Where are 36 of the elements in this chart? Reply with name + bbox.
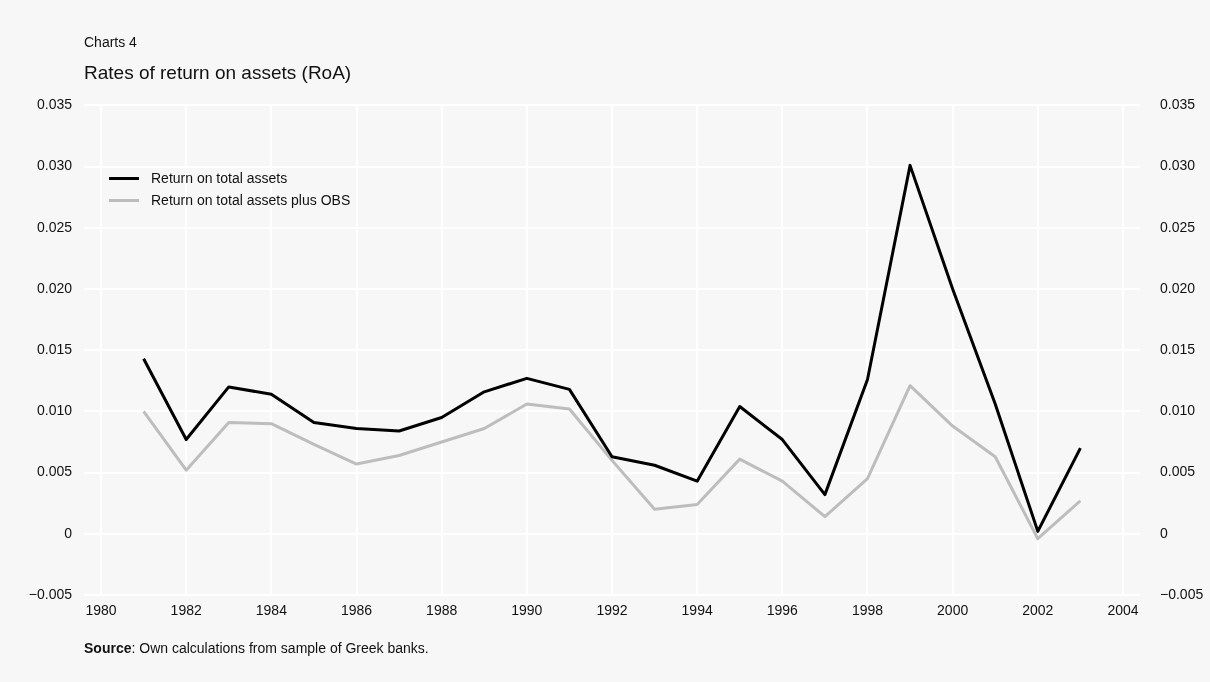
y2-tick-label: 0.025 [1160, 218, 1196, 235]
x-tick-label: 1984 [255, 602, 288, 619]
y2-tick-label: 0.010 [1160, 402, 1196, 419]
y2-tick-label: 0.005 [1160, 463, 1196, 480]
y2-tick-label: 0.035 [1160, 96, 1196, 113]
legend-label: Return on total assets [151, 169, 288, 189]
x-tick-label: 1988 [426, 602, 458, 619]
y-tick-label: 0 [64, 524, 73, 541]
y2-tick-label: 0.015 [1160, 341, 1196, 358]
y-tick-label: 0.005 [36, 463, 73, 480]
chart-subtitle: Charts 4 [84, 34, 137, 50]
y-tick-label: 0.030 [36, 157, 73, 174]
y-tick-label: 0.010 [36, 402, 73, 419]
y-tick-label: 0.025 [36, 218, 73, 235]
x-tick-label: 1994 [681, 602, 713, 619]
chart-title: Rates of return on assets (RoA) [84, 62, 352, 84]
y2-tick-label: 0 [1160, 524, 1168, 541]
x-tick-label: 1992 [596, 602, 628, 619]
y-tick-label: 0.015 [36, 341, 73, 358]
x-tick-label: 1996 [766, 602, 799, 619]
x-tick-label: 2000 [937, 602, 969, 619]
y2-tick-label: 0.020 [1160, 279, 1196, 296]
x-tick-label: 1990 [511, 602, 543, 619]
legend-label: Return on total assets plus OBS [151, 191, 351, 211]
y-tick-label: 0.020 [36, 279, 73, 296]
y-tick-label: −0.005 [28, 585, 73, 602]
x-tick-label: 2002 [1022, 602, 1054, 619]
y2-tick-label: −0.005 [1160, 585, 1204, 602]
y-tick-label: 0.035 [36, 96, 73, 113]
x-tick-label: 1998 [851, 602, 884, 619]
y2-tick-label: 0.030 [1160, 157, 1196, 174]
x-tick-label: 1980 [85, 602, 117, 619]
x-tick-label: 1986 [340, 602, 373, 619]
x-tick-label: 1982 [170, 602, 202, 619]
x-tick-label: 2004 [1107, 602, 1139, 619]
source-note: Source: Own calculations from sample of Greek banks. [84, 640, 429, 656]
